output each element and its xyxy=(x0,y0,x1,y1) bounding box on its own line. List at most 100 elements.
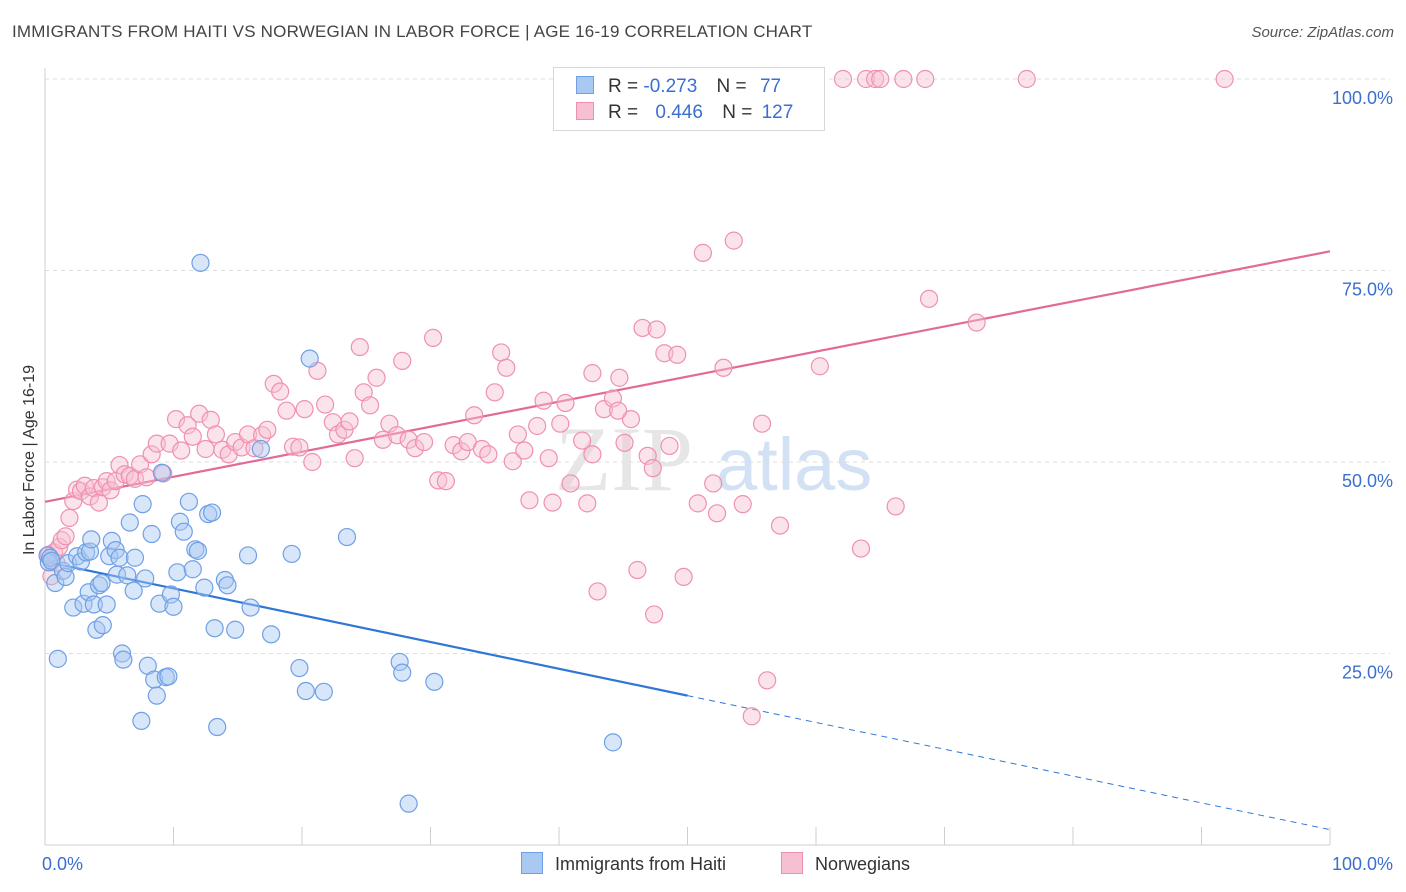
trend-line-solid xyxy=(44,250,1331,503)
data-point xyxy=(429,471,448,490)
data-point xyxy=(89,493,109,512)
data-point xyxy=(290,438,309,457)
legend-r-label: R = xyxy=(608,102,639,123)
data-point xyxy=(833,69,853,89)
data-point xyxy=(295,400,314,419)
data-point xyxy=(154,464,173,483)
data-point xyxy=(583,364,602,383)
data-point xyxy=(503,452,522,471)
data-point xyxy=(142,445,161,464)
data-point xyxy=(340,412,359,431)
data-point xyxy=(707,504,727,523)
data-point xyxy=(172,441,191,460)
data-point xyxy=(508,425,527,444)
data-point xyxy=(643,459,662,478)
watermark-zip: ZIP xyxy=(555,408,693,510)
data-point xyxy=(183,427,202,446)
legend-r-value-norwegians: 0.446 xyxy=(655,102,703,123)
data-point xyxy=(688,494,707,513)
data-point xyxy=(1017,69,1036,89)
data-point xyxy=(668,345,687,364)
data-point xyxy=(603,733,623,752)
data-point xyxy=(543,493,562,512)
data-point xyxy=(64,491,83,511)
bottom-legend-label-haiti: Immigrants from Haiti xyxy=(555,854,727,874)
data-point xyxy=(714,358,733,377)
data-point xyxy=(588,582,607,601)
data-point xyxy=(886,497,905,516)
legend-r-value-haiti: -0.273 xyxy=(643,76,698,97)
legend-r-label: R = xyxy=(608,76,639,97)
source-label: Source: ZipAtlas.com xyxy=(1251,24,1394,41)
data-point xyxy=(170,512,190,531)
data-point xyxy=(166,410,186,429)
data-point xyxy=(218,576,237,595)
data-point xyxy=(195,578,214,597)
data-point xyxy=(633,318,652,338)
data-point xyxy=(367,368,386,387)
legend-row-haiti: R = -0.273 N = 77 xyxy=(576,76,781,98)
data-point xyxy=(387,426,407,445)
data-point xyxy=(132,711,151,731)
trend-line-haiti xyxy=(44,560,1331,831)
data-point xyxy=(479,445,498,464)
data-point xyxy=(316,395,335,414)
series-norwegians xyxy=(39,69,1234,726)
data-point xyxy=(56,567,75,587)
y-axis-label: In Labor Force | Age 16-19 xyxy=(21,365,38,555)
data-point xyxy=(93,616,112,635)
data-point xyxy=(190,404,209,423)
bottom-legend-label-norwegians: Norwegians xyxy=(815,854,911,874)
data-point xyxy=(485,383,504,402)
data-point xyxy=(628,560,647,580)
legend-n-value-haiti: 77 xyxy=(759,76,782,97)
data-point xyxy=(114,650,133,669)
data-point xyxy=(583,445,602,464)
data-point xyxy=(414,432,434,452)
data-point xyxy=(80,487,100,506)
data-point xyxy=(561,474,580,493)
data-point xyxy=(393,663,412,682)
chart-title: IMMIGRANTS FROM HAITI VS NORWEGIAN IN LA… xyxy=(12,22,813,41)
data-point xyxy=(87,620,106,639)
watermark: ZIP atlas xyxy=(555,408,872,510)
legend-swatch-haiti xyxy=(576,76,594,94)
data-point xyxy=(465,406,484,425)
bottom-legend-swatch-norwegians xyxy=(781,852,803,874)
trend-line-norwegians xyxy=(44,250,1331,503)
data-point xyxy=(125,548,145,567)
data-point xyxy=(497,358,516,377)
data-point xyxy=(258,420,277,439)
data-point xyxy=(328,425,348,444)
data-point xyxy=(423,328,443,348)
data-point xyxy=(277,401,296,420)
data-point xyxy=(866,69,885,89)
data-point xyxy=(361,396,380,415)
data-point xyxy=(399,794,418,813)
data-point xyxy=(733,495,752,514)
data-point xyxy=(179,492,199,511)
data-point xyxy=(241,598,260,617)
y-tick-label: 50.0% xyxy=(1342,471,1393,491)
data-point xyxy=(693,243,713,262)
watermark-atlas: atlas xyxy=(716,423,872,506)
data-point xyxy=(101,481,120,500)
bottom-legend-norwegians: Norwegians xyxy=(781,852,910,875)
data-point xyxy=(350,338,369,357)
data-point xyxy=(178,416,197,435)
data-point xyxy=(644,605,664,624)
data-point xyxy=(124,581,143,600)
data-point xyxy=(393,351,412,370)
data-point xyxy=(528,416,547,436)
data-point xyxy=(373,430,393,449)
data-point xyxy=(226,620,245,639)
data-point xyxy=(724,231,743,250)
data-point xyxy=(271,382,290,401)
data-point xyxy=(573,431,592,450)
data-point xyxy=(152,463,172,482)
data-point xyxy=(436,472,456,491)
data-point xyxy=(174,522,193,541)
data-point xyxy=(810,357,829,376)
data-point xyxy=(48,649,67,668)
data-point xyxy=(405,439,425,458)
